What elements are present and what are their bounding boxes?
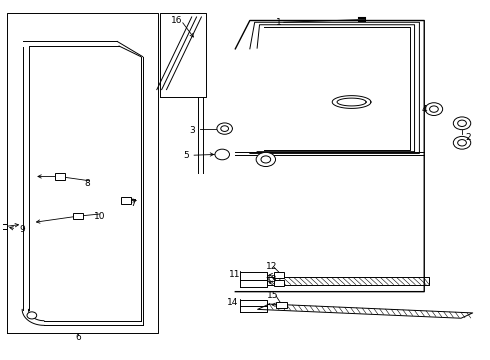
- Circle shape: [453, 136, 471, 149]
- Circle shape: [256, 152, 275, 167]
- Text: 12: 12: [266, 262, 277, 271]
- Text: 5: 5: [183, 151, 189, 160]
- Text: 11: 11: [229, 270, 240, 279]
- Text: 8: 8: [85, 179, 91, 188]
- Text: 2: 2: [465, 133, 471, 142]
- Text: 16: 16: [171, 16, 182, 25]
- Bar: [273, 272, 284, 278]
- Bar: [276, 302, 287, 307]
- Circle shape: [221, 126, 228, 131]
- Text: 10: 10: [94, 212, 105, 221]
- Text: 15: 15: [268, 291, 279, 300]
- Text: 1: 1: [276, 18, 282, 27]
- Circle shape: [425, 103, 442, 116]
- Circle shape: [27, 312, 37, 319]
- Bar: [0, 224, 7, 229]
- Bar: [73, 213, 83, 219]
- Text: 4: 4: [421, 105, 427, 114]
- Circle shape: [261, 156, 270, 163]
- Circle shape: [430, 106, 438, 112]
- Text: 7: 7: [131, 198, 136, 207]
- Circle shape: [215, 149, 229, 160]
- Text: 9: 9: [19, 225, 25, 234]
- Text: 6: 6: [75, 333, 81, 342]
- Text: 3: 3: [189, 126, 195, 135]
- Circle shape: [458, 120, 466, 126]
- Circle shape: [458, 140, 466, 146]
- Bar: [122, 197, 131, 204]
- Text: 13: 13: [266, 275, 277, 284]
- Circle shape: [217, 123, 232, 134]
- Bar: [55, 173, 65, 180]
- Bar: [273, 280, 284, 285]
- Circle shape: [453, 117, 471, 130]
- Text: 14: 14: [227, 298, 239, 307]
